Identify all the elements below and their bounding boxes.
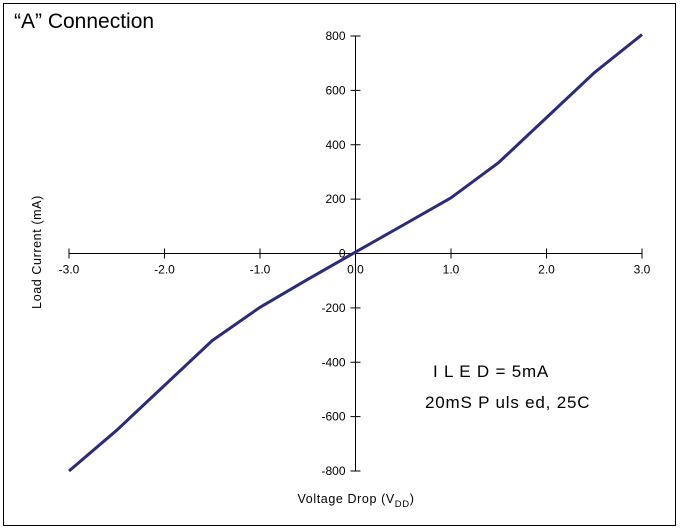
x-tick-label: 0.0 <box>347 263 364 277</box>
x-tick-label: 3.0 <box>634 263 651 277</box>
annotation-iled: I L E D = 5mA <box>433 362 549 381</box>
x-axis-label: Voltage Drop (VDD) <box>298 492 415 510</box>
y-tick-label: 200 <box>325 192 345 206</box>
y-tick-label: -400 <box>321 355 345 369</box>
chart-frame <box>3 3 676 526</box>
y-axis-label: Load Current (mA) <box>30 195 44 309</box>
y-tick-label: -600 <box>321 410 345 424</box>
x-axis-label-sub: DD <box>395 499 410 510</box>
y-tick-group: 800 600 400 200 0 -200 -400 -600 -800 <box>321 29 361 478</box>
annotation-pulsed: 20mS P uls ed, 25C <box>425 393 590 412</box>
x-tick-label: -3.0 <box>59 263 80 277</box>
y-tick-label: 400 <box>325 138 345 152</box>
series-line <box>68 33 643 473</box>
y-tick-label: 600 <box>325 83 345 97</box>
x-tick-label: -1.0 <box>250 263 271 277</box>
x-tick-label: 1.0 <box>443 263 460 277</box>
x-tick-group: -3.0 -2.0 -1.0 0.0 1.0 2.0 3.0 <box>59 248 651 277</box>
y-tick-label: -200 <box>321 301 345 315</box>
x-axis-label-end: ) <box>410 492 415 506</box>
y-tick-label: 800 <box>325 29 345 43</box>
x-tick-label: -2.0 <box>154 263 175 277</box>
y-tick-label: -800 <box>321 464 345 478</box>
y-tick-label: 0 <box>339 247 346 261</box>
x-tick-label: 2.0 <box>538 263 555 277</box>
x-axis-label-main: Voltage Drop (V <box>298 492 395 506</box>
chart-title: “A” Connection <box>14 10 154 33</box>
